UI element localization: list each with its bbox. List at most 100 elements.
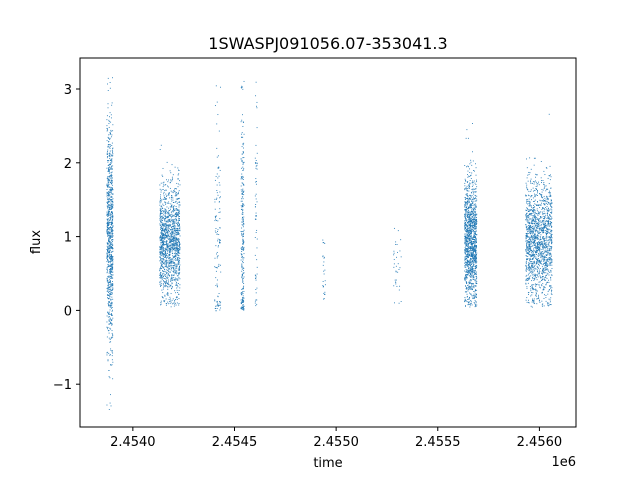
data-point: [543, 183, 544, 185]
data-point: [106, 278, 108, 280]
data-point: [539, 227, 541, 229]
data-point: [474, 245, 475, 247]
data-point: [109, 258, 111, 260]
data-point: [178, 304, 180, 306]
data-point: [242, 151, 244, 153]
data-point: [109, 217, 111, 218]
data-point: [475, 305, 477, 307]
data-point: [464, 198, 466, 200]
data-point: [243, 161, 245, 163]
data-point: [528, 173, 530, 175]
data-point: [241, 276, 243, 278]
data-point: [172, 270, 174, 272]
data-point: [528, 266, 530, 267]
data-point: [475, 257, 477, 259]
data-point: [548, 224, 550, 226]
data-point: [242, 275, 243, 277]
data-point: [107, 280, 109, 282]
data-point: [544, 262, 546, 264]
data-point: [108, 252, 110, 254]
data-point: [110, 328, 112, 330]
data-point: [170, 227, 172, 229]
data-point: [173, 222, 175, 224]
data-point: [256, 299, 258, 301]
data-point: [468, 206, 470, 208]
data-point: [179, 230, 181, 232]
data-point: [170, 259, 172, 261]
data-point: [540, 276, 542, 278]
data-point: [216, 233, 218, 235]
data-point: [177, 183, 179, 185]
data-point: [109, 82, 111, 83]
data-point: [107, 83, 108, 85]
data-point: [175, 218, 177, 220]
data-point: [540, 223, 542, 225]
data-point: [108, 197, 110, 199]
data-point: [474, 271, 476, 273]
data-point: [109, 233, 111, 235]
data-point: [467, 289, 469, 291]
data-point: [526, 220, 528, 222]
data-point: [539, 247, 541, 248]
data-point: [216, 267, 217, 269]
data-point: [255, 144, 257, 146]
data-point: [241, 193, 243, 195]
data-point: [107, 303, 109, 305]
data-point: [542, 197, 544, 199]
data-point: [473, 238, 475, 240]
data-point: [532, 232, 534, 234]
data-point: [176, 259, 178, 261]
data-point: [109, 286, 111, 288]
data-point: [174, 259, 176, 261]
data-point: [472, 246, 474, 248]
data-point: [164, 231, 166, 233]
data-point: [544, 278, 545, 280]
data-point: [547, 217, 549, 219]
data-point: [164, 286, 166, 288]
data-point: [107, 195, 109, 196]
data-point: [469, 285, 471, 287]
data-point: [242, 269, 244, 271]
data-point: [467, 198, 469, 200]
data-point: [165, 222, 167, 224]
data-point: [476, 179, 477, 181]
data-point: [112, 201, 113, 203]
data-point: [170, 218, 172, 220]
data-point: [468, 213, 470, 215]
data-point: [169, 258, 171, 260]
data-point: [164, 241, 166, 243]
data-point: [466, 243, 468, 245]
data-point: [536, 208, 538, 210]
data-point: [164, 211, 166, 213]
data-point: [527, 247, 529, 249]
data-point: [242, 114, 243, 116]
data-point: [169, 251, 171, 253]
data-point: [241, 306, 243, 308]
data-point: [323, 242, 325, 244]
data-point: [108, 237, 110, 239]
data-point: [176, 281, 178, 283]
data-point: [168, 283, 170, 285]
data-point: [108, 236, 110, 238]
data-point: [165, 252, 167, 253]
data-point: [110, 207, 112, 209]
data-point: [160, 210, 161, 211]
data-point: [215, 198, 217, 200]
data-point: [107, 223, 109, 224]
data-point: [475, 302, 477, 304]
data-point: [108, 214, 110, 216]
data-point: [108, 238, 110, 240]
data-point: [469, 238, 471, 240]
data-point: [466, 248, 468, 250]
data-point: [528, 274, 529, 276]
data-point: [176, 234, 178, 235]
data-point: [539, 243, 541, 245]
data-point: [533, 247, 535, 249]
data-point: [542, 231, 544, 233]
data-point: [174, 236, 175, 238]
data-point: [108, 257, 110, 259]
data-point: [178, 290, 180, 292]
data-point: [110, 188, 112, 190]
data-point: [178, 240, 179, 242]
data-point: [544, 251, 546, 253]
